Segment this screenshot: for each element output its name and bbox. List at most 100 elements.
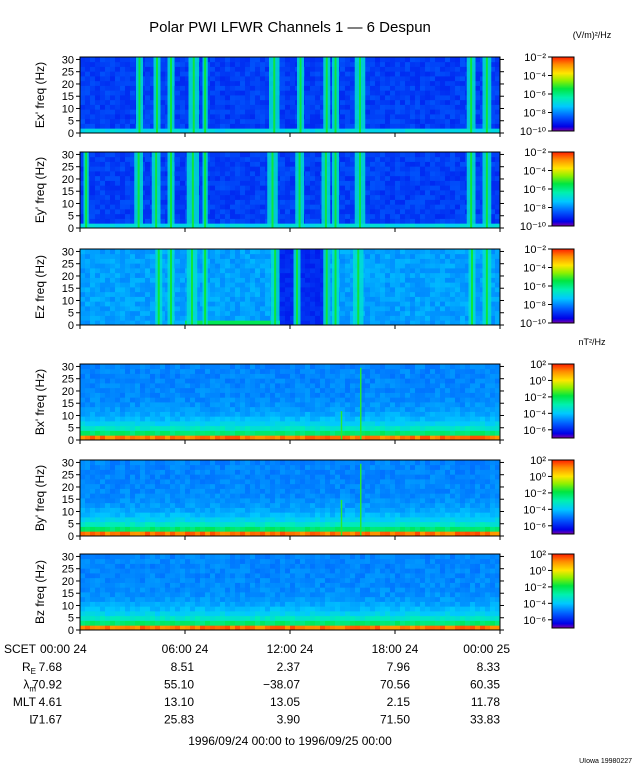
chart-title: Polar PWI LFWR Channels 1 — 6 Despun [149,19,431,36]
y-tick-label: 30 [62,551,74,563]
spectrogram-image-1 [80,57,501,134]
ephemeris-row-label: MLT [13,695,37,709]
colorbar-tick-label: 10⁻⁶ [523,281,546,293]
colorbar-tick-label: 10⁰ [529,565,546,577]
colorbar-tick-label: 10⁻⁶ [523,615,546,627]
y-tick-label: 30 [62,149,74,161]
credit-label: UIowa 19980227 [579,758,632,765]
y-axis-label: Ex' freq (Hz) [33,62,47,128]
colorbar-tick-label: 10⁰ [529,471,546,483]
y-tick-label: 20 [62,271,74,283]
colorbar-tick-label: 10⁻⁴ [523,263,546,275]
ephemeris-value: 60.35 [470,678,500,692]
colorbar-tick-label: 10⁻⁴ [523,166,546,178]
y-tick-label: 0 [68,435,74,447]
colorbar-tick-label: 10⁻² [524,52,546,64]
colorbar-tick-label: 10⁻⁶ [523,521,546,533]
colorbar-4: 10² 10⁰ 10⁻² 10⁻⁴ 10⁻⁶ [523,359,575,439]
ephemeris-label-scet: SCET [4,642,37,656]
colorbar-tick-label: 10⁻⁸ [523,300,546,312]
y-tick-label: 10 [62,198,74,210]
x-tick-label: 00:00 25 [463,642,510,656]
y-tick-label: 0 [68,531,74,543]
x-tick-label: 00:00 24 [40,642,87,656]
y-axis-label: Ey' freq (Hz) [33,157,47,223]
y-tick-label: 30 [62,246,74,258]
y-tick-label: 10 [62,410,74,422]
colorbar-tick-label: 10⁻² [524,244,546,256]
colorbar-tick-label: 10⁻⁶ [523,184,546,196]
ephemeris-value: 71.50 [380,713,410,727]
ephemeris-value: 13.10 [164,695,194,709]
colorbar-tick-label: 10⁻² [524,147,546,159]
y-axis-label: Bx' freq (Hz) [33,369,47,435]
colorbar-6: 10² 10⁰ 10⁻² 10⁻⁴ 10⁻⁶ [523,549,575,629]
colorbar-tick-label: 10⁰ [529,375,546,387]
ephemeris-value: 33.83 [470,713,500,727]
y-axis-label: Bz freq (Hz) [33,560,47,624]
colorbar-tick-label: 10² [530,455,546,467]
ephemeris-value: −38.07 [263,678,300,692]
y-tick-label: 20 [62,174,74,186]
y-tick-label: 10 [62,600,74,612]
y-tick-label: 5 [68,613,74,625]
y-tick-label: 15 [62,588,74,600]
colorbar-tick-label: 10⁻⁶ [523,89,546,101]
colorbar-5: 10² 10⁰ 10⁻² 10⁻⁴ 10⁻⁶ [523,455,575,535]
y-tick-label: 0 [68,128,74,140]
ephemeris-value: 7.96 [387,660,411,674]
colorbar-tick-label: 10⁻² [524,582,546,594]
colorbar-tick-label: 10⁻⁸ [523,108,546,120]
ephemeris-value: 3.90 [277,713,301,727]
time-axis-layer: 00:00 24 06:00 24 12:00 24 18:00 24 00:00 25… [4,642,510,656]
ephemeris-value: 25.83 [164,713,194,727]
y-tick-label: 30 [62,54,74,66]
y-tick-label: 30 [62,457,74,469]
colorbar-tick-label: 10⁻⁶ [523,425,546,437]
y-tick-label: 5 [68,519,74,531]
time-range-label: 1996/09/24 00:00 to 1996/09/25 00:00 [188,734,392,748]
y-tick-label: 5 [68,116,74,128]
colorbar-tick-label: 10⁻⁴ [523,71,546,83]
y-axis-label: Ez freq (Hz) [33,255,47,319]
colorbar-unit-e: (V/m)²/Hz [573,30,612,40]
colorbar-tick-label: 10⁻⁴ [523,598,546,610]
y-tick-label: 20 [62,79,74,91]
y-tick-label: 5 [68,211,74,223]
colorbar-tick-label: 10² [530,549,546,561]
y-tick-label: 15 [62,494,74,506]
ephemeris-row-label: RE [22,660,36,676]
colorbar-tick-label: 10² [530,359,546,371]
spectrogram-image-6 [80,554,501,631]
y-tick-label: 20 [62,482,74,494]
y-axis-label: By' freq (Hz) [33,465,47,531]
colorbar-1: 10⁻² 10⁻⁴ 10⁻⁶ 10⁻⁸ 10⁻¹⁰ [520,52,575,138]
colorbar-tick-label: 10⁻⁴ [523,504,546,516]
colorbar-tick-label: 10⁻¹⁰ [520,221,547,233]
x-tick-label: 18:00 24 [372,642,419,656]
ephemeris-value: 70.56 [380,678,410,692]
ephemeris-row-label: L [29,713,36,727]
ephemeris-value: 11.78 [471,695,500,709]
ephemeris-value: 55.10 [164,678,194,692]
spectrogram-image-4 [80,364,501,441]
y-tick-label: 0 [68,223,74,235]
ephemeris-value: 2.37 [277,660,301,674]
colorbar-tick-label: 10⁻⁴ [523,408,546,420]
y-tick-label: 20 [62,576,74,588]
colorbar-tick-label: 10⁻¹⁰ [520,126,547,138]
colorbar-tick-label: 10⁻¹⁰ [520,318,547,330]
colorbar-tick-label: 10⁻² [524,488,546,500]
x-tick-label: 12:00 24 [267,642,314,656]
y-tick-label: 15 [62,398,74,410]
y-tick-label: 25 [62,374,74,386]
y-tick-label: 25 [62,162,74,174]
y-tick-label: 20 [62,386,74,398]
